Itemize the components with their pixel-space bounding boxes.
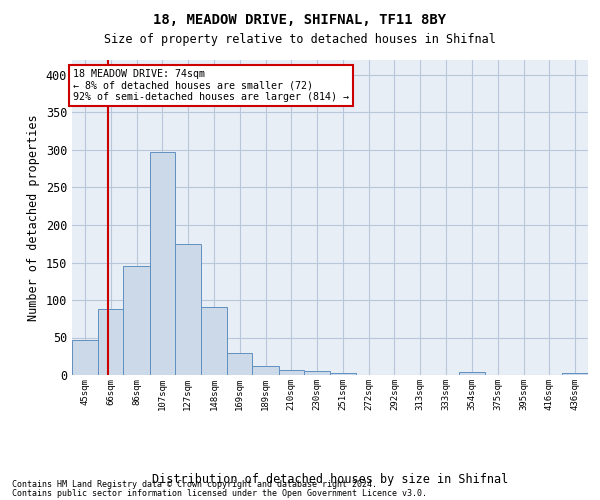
Y-axis label: Number of detached properties: Number of detached properties	[27, 114, 40, 321]
Bar	[330, 373, 356, 375]
Bar	[459, 372, 485, 375]
Text: 18, MEADOW DRIVE, SHIFNAL, TF11 8BY: 18, MEADOW DRIVE, SHIFNAL, TF11 8BY	[154, 12, 446, 26]
Bar	[253, 366, 278, 375]
Text: Size of property relative to detached houses in Shifnal: Size of property relative to detached ho…	[104, 32, 496, 46]
Text: Distribution of detached houses by size in Shifnal: Distribution of detached houses by size …	[152, 472, 508, 486]
Bar	[98, 309, 124, 375]
Bar	[201, 306, 227, 375]
Bar	[124, 266, 149, 375]
Bar	[175, 244, 201, 375]
Text: Contains HM Land Registry data © Crown copyright and database right 2024.: Contains HM Land Registry data © Crown c…	[12, 480, 377, 489]
Text: Contains public sector information licensed under the Open Government Licence v3: Contains public sector information licen…	[12, 488, 427, 498]
Bar	[304, 371, 330, 375]
Bar	[72, 340, 98, 375]
Bar	[227, 352, 253, 375]
Text: 18 MEADOW DRIVE: 74sqm
← 8% of detached houses are smaller (72)
92% of semi-deta: 18 MEADOW DRIVE: 74sqm ← 8% of detached …	[73, 69, 349, 102]
Bar	[149, 152, 175, 375]
Bar	[278, 370, 304, 375]
Bar	[562, 373, 588, 375]
